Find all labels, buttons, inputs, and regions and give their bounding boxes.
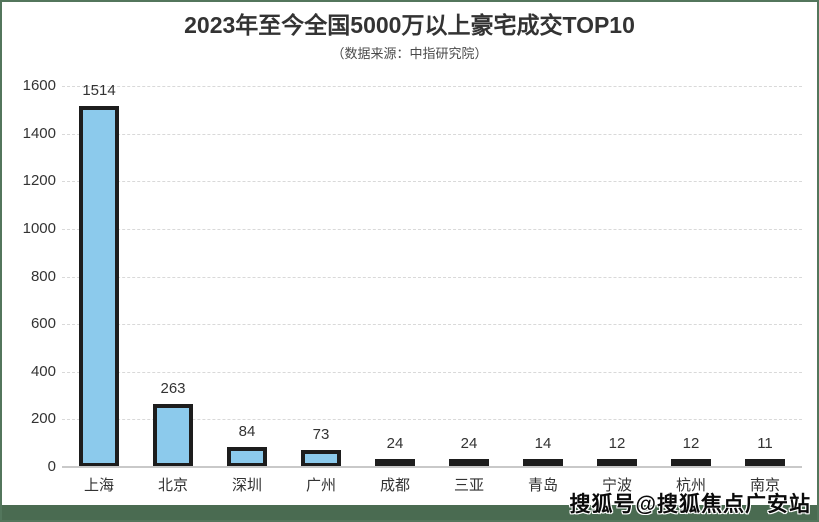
bar-value-label: 1514 [82,82,116,99]
x-tick-label: 南京 [749,477,780,494]
bar-杭州 [671,459,711,467]
footer-green-band [2,505,817,520]
bar-青岛 [523,459,563,467]
bar-value-label: 84 [238,423,256,440]
bar-value-label: 14 [534,435,552,452]
chart-title: 2023年至今全国5000万以上豪宅成交TOP10 [184,12,635,38]
gridline [62,276,802,278]
gridline [62,228,802,230]
bar-宁波 [597,459,637,467]
bar-value-label: 24 [460,435,478,452]
bar-value-label: 24 [386,435,404,452]
y-tick-label: 1200 [22,172,56,190]
gridline [62,324,802,326]
y-tick-label: 1000 [22,219,56,237]
bar-value-label: 263 [160,380,186,397]
y-tick-label: 400 [30,362,56,380]
x-tick-label: 深圳 [231,477,262,494]
x-tick-label: 杭州 [675,477,706,494]
x-tick-label: 青岛 [527,477,558,494]
bar-value-label: 12 [608,435,626,452]
y-tick-label: 1600 [22,77,56,94]
x-axis-line [62,466,802,468]
gridline [62,133,802,135]
bar-上海 [79,106,119,467]
y-tick-label: 800 [30,267,56,285]
y-tick-label: 1400 [22,124,56,142]
x-tick-label: 三亚 [453,477,484,494]
bar-value-label: 11 [757,435,773,452]
x-tick-label: 宁波 [601,477,632,494]
bar-南京 [745,459,785,467]
y-tick-label: 0 [47,458,56,475]
y-tick-label: 600 [30,315,56,333]
gridline [62,371,802,373]
x-tick-label: 广州 [305,477,336,494]
plot-area: 1514 263 84 73 24 24 14 12 12 11 上海 北京 深圳 广州 成都 三亚 青岛 宁波… [62,82,802,494]
bar-三亚 [449,459,489,467]
gridline [62,181,802,183]
bar-深圳 [227,447,267,467]
bar-广州 [301,450,341,467]
chart-subtitle: （数据来源：中指研究院） [331,45,488,61]
bar-成都 [375,459,415,467]
gridline [62,86,802,87]
x-tick-label: 北京 [157,477,188,494]
bar-北京 [153,404,193,467]
x-tick-label: 成都 [379,477,410,494]
chart-header: 2023年至今全国5000万以上豪宅成交TOP10 （数据来源：中指研究院） [2,2,817,62]
x-tick-label: 上海 [83,477,114,494]
bar-value-label: 12 [682,435,700,452]
y-tick-label: 200 [30,410,56,428]
watermark-text: 搜狐号@搜狐焦点广安站 [569,493,811,516]
bar-value-label: 73 [312,426,330,443]
gridline [62,419,802,421]
